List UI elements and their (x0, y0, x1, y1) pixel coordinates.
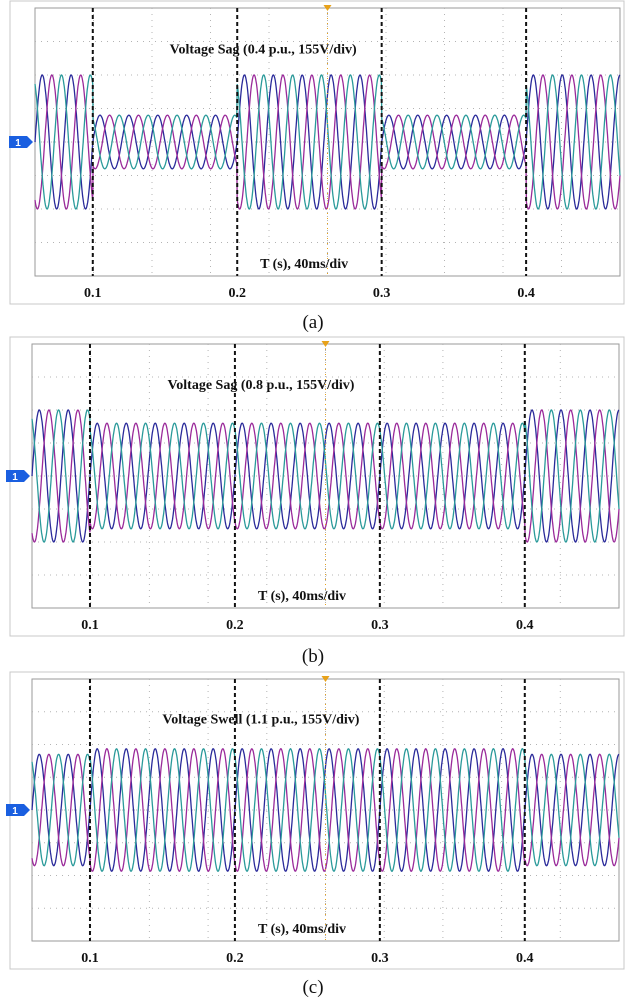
x-tick-label: 0.1 (84, 286, 102, 301)
x-tick-label: 0.2 (228, 286, 246, 301)
trigger-marker (323, 5, 332, 11)
waveform-phase-3 (34, 74, 621, 210)
channel-marker-label: 1 (15, 138, 21, 149)
channel-marker (9, 136, 33, 148)
x-axis-label: T (s), 40ms/div (258, 922, 346, 937)
waveform-phase-3 (31, 409, 620, 543)
waveform-phase-1 (34, 74, 621, 210)
x-tick-label: 0.2 (226, 951, 244, 966)
channel-marker-label: 1 (12, 472, 18, 483)
x-tick-label: 0.3 (373, 286, 391, 301)
x-axis-label: T (s), 40ms/div (260, 257, 348, 272)
x-tick-label: 0.3 (371, 951, 389, 966)
scope-chart-b: 1 Voltage Sag (0.8 p.u., 155V/div) T (s), … (6, 336, 625, 637)
caption-a: (a) (302, 312, 324, 333)
x-tick-label: 0.1 (81, 951, 99, 966)
waveform-phase-1 (31, 748, 620, 872)
caption-c: (c) (302, 977, 324, 998)
scope-chart-c: 1 Voltage Swell (1.1 p.u., 155V/div) T (s)… (6, 671, 625, 970)
trigger-marker (321, 676, 330, 682)
x-axis-label: T (s), 40ms/div (258, 589, 346, 604)
scope-panel-c: 1 Voltage Swell (1.1 p.u., 155V/div) T (s)… (0, 671, 626, 1005)
x-tick-label: 0.1 (81, 618, 99, 633)
scope-panel-b: 1 Voltage Sag (0.8 p.u., 155V/div) T (s), … (0, 336, 626, 671)
channel-marker (6, 804, 30, 816)
caption-b: (b) (301, 646, 325, 667)
waveform-phase-2 (34, 74, 621, 210)
x-tick-label: 0.4 (516, 618, 534, 633)
chart-title: Voltage Swell (1.1 p.u., 155V/div) (162, 713, 359, 728)
chart-title: Voltage Sag (0.8 p.u., 155V/div) (167, 378, 354, 393)
scope-chart-a: 1 Voltage Sag (0.4 p.u., 155V/div) T (s), … (9, 0, 625, 305)
x-tick-label: 0.3 (371, 618, 389, 633)
x-tick-label: 0.2 (226, 618, 244, 633)
chart-title: Voltage Sag (0.4 p.u., 155V/div) (170, 43, 357, 58)
waveform-phase-2 (31, 409, 620, 543)
channel-marker (6, 470, 30, 482)
x-tick-label: 0.4 (517, 286, 535, 301)
trigger-marker (321, 341, 330, 347)
channel-marker-label: 1 (12, 806, 18, 817)
x-tick-label: 0.4 (516, 951, 534, 966)
scope-panel-a: 1 Voltage Sag (0.4 p.u., 155V/div) T (s), … (0, 0, 626, 336)
waveform-phase-1 (31, 409, 620, 543)
